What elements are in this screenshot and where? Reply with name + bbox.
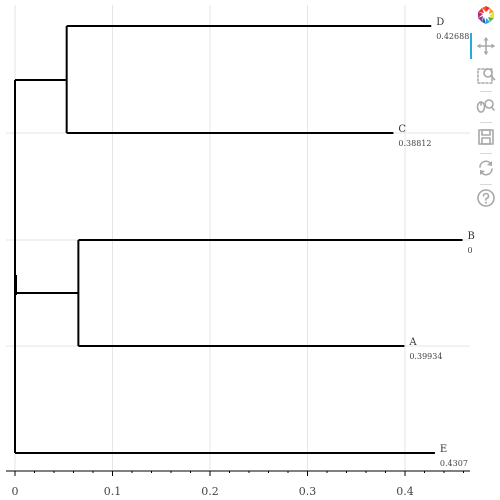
leaf-value-c: 0.38812: [398, 139, 431, 148]
toolbar-separator: [480, 122, 492, 123]
x-tick-label: 0.1: [104, 485, 122, 498]
leaf-name-a: A: [408, 337, 417, 348]
leaf-value-e: 0.4307: [440, 459, 468, 468]
x-axis: 0 0.1 0.2 0.3 0.4: [6, 470, 470, 498]
leaf-name-b: B: [468, 231, 475, 242]
leaf-name-e: E: [440, 444, 447, 455]
leaf-name-d: D: [436, 17, 444, 28]
leaf-name-c: C: [398, 124, 406, 135]
box-zoom-icon[interactable]: [476, 65, 496, 85]
leaf-value-d: 0.42688: [436, 32, 469, 41]
help-icon[interactable]: [476, 188, 496, 208]
toolbar-separator: [480, 91, 492, 92]
wheel-zoom-icon[interactable]: [476, 96, 496, 116]
leaf-value-b: 0: [468, 246, 473, 255]
toolbar-separator: [480, 184, 492, 185]
x-tick-label: 0.3: [299, 485, 317, 498]
dendrogram-links: [14, 25, 463, 454]
x-tick-label: 0.2: [201, 485, 219, 498]
leaf-value-a: 0.39934: [409, 352, 442, 361]
toolbar-separator: [480, 153, 492, 154]
active-tool-indicator: [470, 33, 472, 59]
bokeh-logo-icon[interactable]: [476, 5, 496, 25]
x-tick-label: 0.4: [396, 485, 414, 498]
leaf-labels: D 0.42688 C 0.38812 B 0 A 0.39934 E 0.4307: [398, 17, 474, 468]
pan-icon[interactable]: [476, 36, 496, 56]
save-icon[interactable]: [476, 127, 496, 147]
reset-icon[interactable]: [476, 158, 496, 178]
plot-toolbar: [470, 0, 500, 500]
grid-lines: [6, 5, 470, 470]
x-tick-label: 0: [12, 485, 19, 498]
